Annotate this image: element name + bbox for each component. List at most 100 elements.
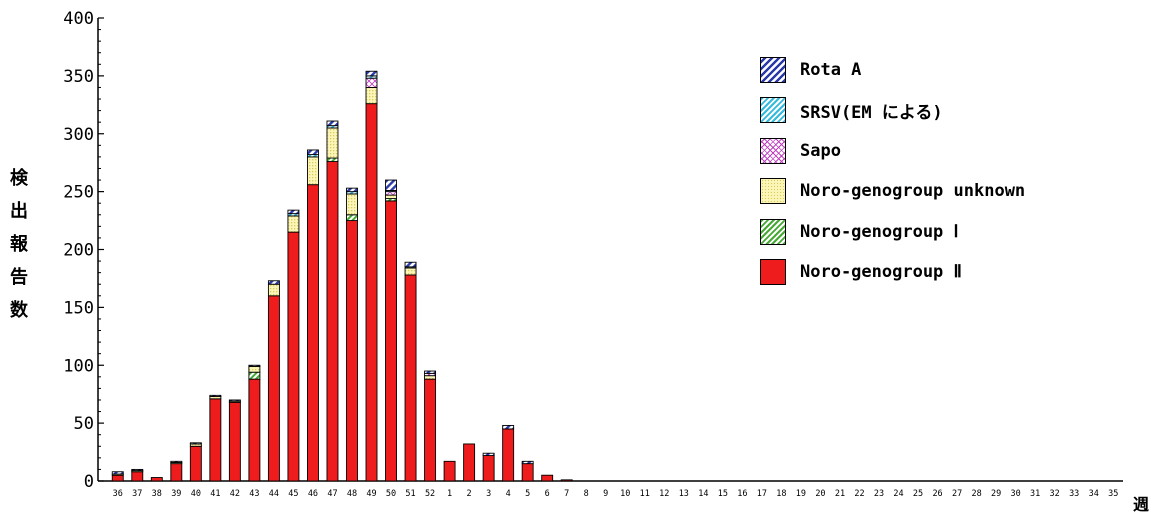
- x-tick-label: 40: [191, 489, 201, 499]
- x-tick-label: 31: [1030, 489, 1040, 499]
- x-tick-label: 27: [952, 489, 962, 499]
- legend-swatch: [760, 97, 786, 123]
- x-tick-label: 51: [405, 489, 415, 499]
- legend-item: Noro-genogroup Ⅱ: [760, 259, 1025, 286]
- legend-item: Noro-genogroup unknown: [760, 178, 1025, 205]
- bar-segment-rota: [346, 187, 358, 193]
- x-tick-label: 23: [874, 489, 884, 499]
- bar-segment-solid: [307, 184, 319, 482]
- bar-segment-solid: [424, 378, 437, 482]
- bar-segment-solid: [267, 295, 280, 482]
- bar-segment-solid: [228, 401, 241, 482]
- x-tick-label: 34: [1089, 489, 1099, 499]
- bar-segment-rota: [521, 460, 534, 465]
- x-tick-label: 26: [932, 489, 942, 499]
- bar-segment-yellow: [385, 194, 397, 200]
- y-axis-title-char: 検: [10, 168, 28, 189]
- legend-item: Noro-genogroup Ⅰ: [760, 218, 1025, 245]
- x-tick-label: 47: [327, 489, 337, 499]
- bar-segment-solid: [326, 161, 339, 482]
- y-axis-title-char: 報: [10, 234, 28, 255]
- bar-segment-solid: [385, 200, 397, 482]
- bar-segment-solid: [150, 477, 163, 482]
- bar-segment-yellow: [424, 375, 437, 380]
- bar-segment-rota: [482, 452, 495, 456]
- x-tick-label: 21: [835, 489, 845, 499]
- bar-segment-yellow: [326, 127, 339, 159]
- x-tick-label: 44: [269, 489, 279, 499]
- bar-segment-yellow: [346, 193, 358, 216]
- bar-segment-solid: [463, 443, 476, 482]
- x-tick-label: 37: [132, 489, 142, 499]
- bar-segment-solid: [170, 463, 183, 482]
- x-tick-label: 13: [679, 489, 689, 499]
- legend-label: SRSV(EM による): [800, 102, 943, 123]
- x-tick-label: 11: [640, 489, 650, 499]
- bar-segment-solid: [248, 378, 261, 482]
- x-tick-label: 20: [815, 489, 825, 499]
- x-tick-label: 3: [486, 489, 491, 499]
- bar-segment-green: [248, 371, 261, 380]
- legend-swatch: [760, 56, 786, 83]
- bar-segment-rota: [502, 424, 515, 430]
- legend-label: Noro-genogroup Ⅰ: [800, 221, 959, 242]
- x-tick-label: 41: [210, 489, 220, 499]
- x-tick-label: 16: [737, 489, 747, 499]
- x-tick-label: 28: [971, 489, 981, 499]
- bar-segment-rota: [170, 460, 183, 463]
- bar-segment-rota: [287, 209, 300, 215]
- x-tick-label: 39: [171, 489, 181, 499]
- bar-segment-yellow: [248, 365, 261, 373]
- x-tick-label: 48: [347, 489, 357, 499]
- bar-segment-rota: [424, 370, 437, 374]
- y-tick-label: 400: [63, 9, 94, 29]
- x-tick-label: 15: [718, 489, 728, 499]
- bars: [111, 70, 573, 482]
- bar-segment-solid: [560, 479, 573, 482]
- x-tick-label: 14: [698, 489, 708, 499]
- bar-segment-rota: [189, 442, 202, 445]
- x-tick-label: 5: [525, 489, 530, 499]
- x-tick-label: 1: [447, 489, 452, 499]
- bar-segment-rota: [326, 120, 339, 127]
- y-tick-label: 200: [63, 241, 94, 261]
- x-tick-label: 8: [584, 489, 589, 499]
- bar-segment-solid: [189, 445, 202, 482]
- x-tick-label: 19: [796, 489, 806, 499]
- bar-segment-solid: [443, 460, 456, 482]
- x-tick-label: 12: [659, 489, 669, 499]
- bar-segment-yellow: [287, 215, 300, 233]
- bar-segment-yellow: [267, 283, 280, 297]
- bar-segment-yellow: [307, 156, 319, 186]
- y-tick-label: 350: [63, 67, 94, 87]
- legend-item: Rota A: [760, 56, 1025, 83]
- legend-swatch: [760, 178, 786, 204]
- x-tick-label: 32: [1050, 489, 1060, 499]
- y-tick-label: 0: [84, 472, 94, 492]
- y-tick-label: 250: [63, 183, 94, 203]
- bar-segment-solid: [404, 274, 417, 482]
- bar-segment-yellow: [365, 86, 378, 105]
- x-tick-label: 42: [230, 489, 240, 499]
- bar-segment-solid: [209, 398, 222, 482]
- bar-segment-green: [326, 157, 339, 162]
- x-tick-label: 9: [603, 489, 608, 499]
- legend-swatch: [760, 137, 786, 164]
- bar-segment-solid: [346, 220, 358, 482]
- x-tick-label: 2: [467, 489, 472, 499]
- bar-segment-solid: [541, 474, 554, 482]
- bar-segment-rota: [307, 149, 319, 156]
- y-axis-title-char: 告: [10, 267, 28, 288]
- y-axis-title-char: 数: [10, 300, 28, 321]
- x-tick-label: 10: [620, 489, 630, 499]
- x-axis-unit: 週: [1133, 495, 1150, 514]
- x-tick-label: 49: [366, 489, 376, 499]
- bar-segment-rota: [248, 364, 261, 367]
- legend-label: Sapo: [800, 140, 841, 161]
- x-tick-label: 33: [1069, 489, 1079, 499]
- bar-segment-green: [346, 214, 358, 222]
- bar-segment-solid: [111, 474, 124, 482]
- x-tick-label: 25: [913, 489, 923, 499]
- bar-segment-rota: [365, 70, 378, 77]
- x-tick-label: 36: [113, 489, 123, 499]
